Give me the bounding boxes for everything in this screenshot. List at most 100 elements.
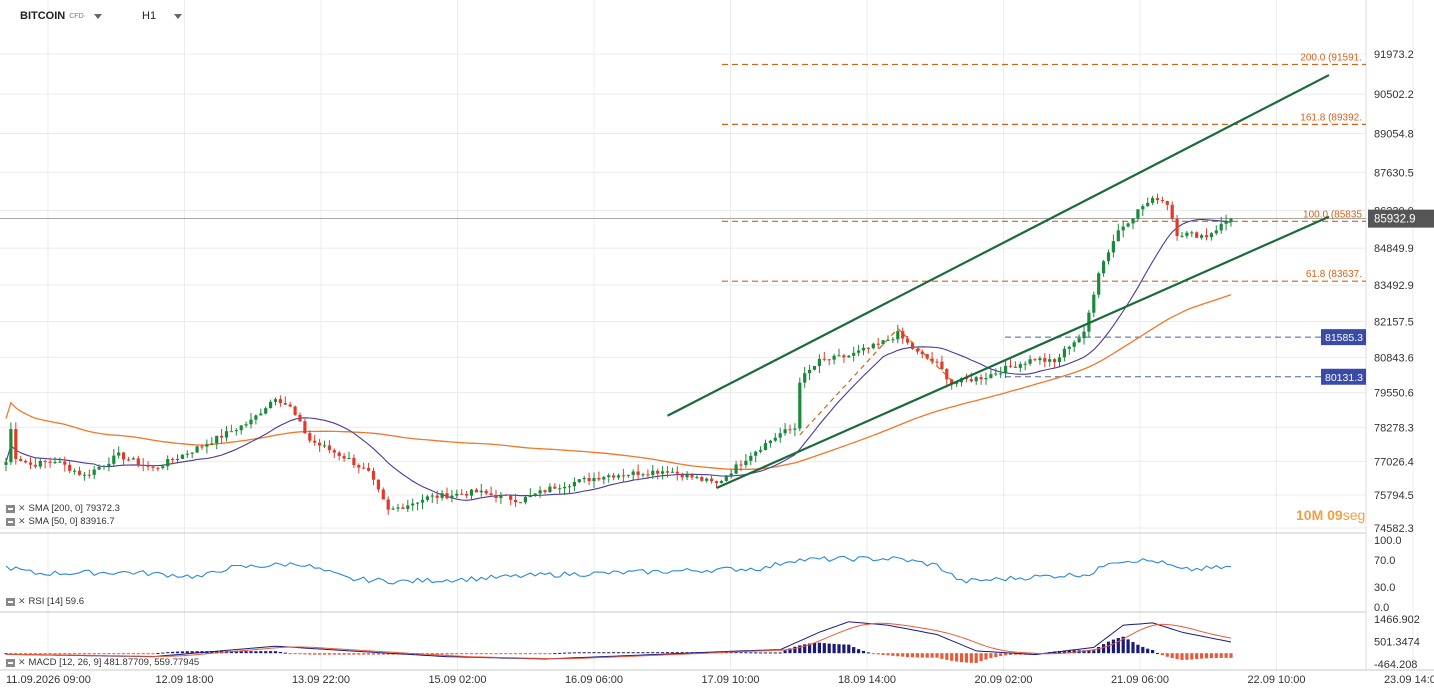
rsi-legend[interactable]: ✕ RSI [14] 59.6 bbox=[6, 596, 84, 607]
macd-histogram-bar bbox=[915, 653, 919, 658]
candle-down bbox=[979, 377, 983, 380]
candle-down bbox=[739, 464, 743, 466]
macd-histogram-bar bbox=[572, 652, 576, 654]
candle-down bbox=[77, 470, 82, 475]
candle-down bbox=[1053, 359, 1057, 363]
macd-histogram-bar bbox=[592, 652, 596, 654]
candle-up bbox=[538, 490, 542, 494]
settings-icon[interactable] bbox=[6, 658, 15, 667]
timeframe-selector[interactable]: H1 bbox=[142, 10, 183, 22]
macd-legend[interactable]: ✕ MACD [12, 26, 9] 481.87709, 559.77945 bbox=[6, 657, 199, 668]
trend-channel[interactable] bbox=[666, 74, 1330, 490]
candle-up bbox=[793, 428, 797, 430]
candle-up bbox=[112, 455, 116, 464]
sma50-legend[interactable]: ✕ SMA [50, 0] 83916.7 bbox=[6, 516, 115, 527]
macd-histogram-bar bbox=[136, 653, 140, 655]
close-icon[interactable]: ✕ bbox=[18, 503, 26, 513]
candle-down bbox=[367, 468, 371, 471]
price-tick-label: 91973.2 bbox=[1374, 49, 1414, 61]
chevron-down-icon bbox=[174, 13, 183, 19]
candle-down bbox=[1155, 198, 1160, 201]
macd-histogram-bar bbox=[166, 652, 170, 654]
sma200-line bbox=[5, 294, 1232, 471]
candle-up bbox=[239, 425, 243, 431]
candle-up bbox=[744, 460, 748, 465]
macd-histogram-bar bbox=[445, 653, 449, 655]
macd-histogram-bar bbox=[43, 653, 47, 655]
candle-up bbox=[411, 503, 415, 506]
time-tick-label: 22.09 10:00 bbox=[1247, 674, 1305, 686]
price-tick-label: 75794.5 bbox=[1374, 490, 1414, 502]
candle-up bbox=[528, 495, 532, 498]
candle-down bbox=[68, 464, 72, 471]
fibonacci-extension[interactable]: 200.0 (91591. 161.8 (89392. 100.0 (85835 61… bbox=[722, 52, 1366, 282]
price-tick-label: 78278.3 bbox=[1374, 422, 1414, 434]
candle-up bbox=[254, 415, 258, 420]
macd-histogram-bar bbox=[636, 652, 640, 654]
candle-up bbox=[759, 449, 763, 452]
macd-histogram-bar bbox=[171, 651, 175, 654]
macd-histogram-bar bbox=[1155, 652, 1160, 654]
candle-up bbox=[1092, 294, 1096, 313]
macd-histogram-bar bbox=[455, 653, 459, 655]
candle-down bbox=[1175, 218, 1179, 236]
close-icon[interactable]: ✕ bbox=[18, 596, 26, 606]
macd-histogram-bar bbox=[371, 653, 376, 655]
candle-up bbox=[82, 474, 86, 476]
macd-histogram-bar bbox=[1111, 639, 1115, 654]
macd-histogram-bar bbox=[259, 651, 263, 654]
macd-histogram-bar bbox=[283, 652, 287, 654]
candle-down bbox=[504, 494, 508, 496]
candle-up bbox=[857, 350, 861, 353]
candle-down bbox=[509, 495, 513, 500]
candle-down bbox=[675, 471, 679, 474]
macd-histogram-bar bbox=[1180, 653, 1184, 660]
channel-lower-line bbox=[716, 215, 1330, 490]
moving-averages bbox=[5, 218, 1232, 501]
price-tick-label: 84849.9 bbox=[1374, 243, 1414, 255]
macd-histogram-bar bbox=[63, 653, 67, 655]
macd-histogram-bar bbox=[112, 653, 116, 655]
axes-labels: 91973.290502.289054.887630.586230.084849… bbox=[6, 49, 1434, 686]
candle-up bbox=[695, 477, 699, 479]
candle-down bbox=[1160, 200, 1164, 202]
countdown-minutes: 10M bbox=[1296, 507, 1324, 523]
settings-icon[interactable] bbox=[6, 517, 15, 526]
macd-histogram-bar bbox=[249, 651, 253, 654]
candle-down bbox=[876, 343, 880, 345]
candle-down bbox=[474, 489, 478, 493]
macd-histogram-bar bbox=[734, 652, 738, 654]
candle-down bbox=[332, 450, 336, 453]
candle-down bbox=[866, 347, 870, 349]
candle-up bbox=[1038, 358, 1042, 361]
macd-histogram-bar bbox=[920, 653, 924, 658]
macd-histogram-bar bbox=[244, 651, 248, 654]
settings-icon[interactable] bbox=[6, 504, 15, 513]
horizontal-levels[interactable]: 81585.3 80131.3 bbox=[1005, 329, 1366, 385]
candle-down bbox=[656, 470, 660, 474]
candle-down bbox=[484, 490, 488, 494]
candle-down bbox=[518, 502, 523, 504]
fib-level-label: 200.0 (91591. bbox=[1300, 52, 1362, 63]
macd-histogram-bar bbox=[14, 653, 18, 655]
candle-down bbox=[1204, 235, 1209, 238]
candle-up bbox=[1072, 342, 1076, 347]
macd-histogram-bar bbox=[342, 653, 346, 655]
macd-histogram-bar bbox=[955, 653, 959, 662]
close-icon[interactable]: ✕ bbox=[18, 516, 26, 526]
close-icon[interactable]: ✕ bbox=[18, 657, 26, 667]
settings-icon[interactable] bbox=[6, 597, 15, 606]
macd-histogram-bar bbox=[563, 652, 567, 654]
macd-histogram-bar bbox=[33, 653, 37, 655]
macd-histogram-bar bbox=[901, 653, 905, 657]
symbol-selector[interactable]: BITCOIN CFD· bbox=[20, 10, 102, 22]
sma200-legend[interactable]: ✕ SMA [200, 0] 79372.3 bbox=[6, 503, 120, 514]
level-tag bbox=[1321, 329, 1366, 346]
macd-histogram-bar bbox=[460, 653, 464, 655]
candle-up bbox=[259, 413, 263, 416]
macd-histogram-bar bbox=[494, 653, 498, 655]
candle-down bbox=[220, 435, 224, 438]
candle-down bbox=[901, 331, 905, 339]
macd-histogram-bar bbox=[1185, 653, 1189, 660]
